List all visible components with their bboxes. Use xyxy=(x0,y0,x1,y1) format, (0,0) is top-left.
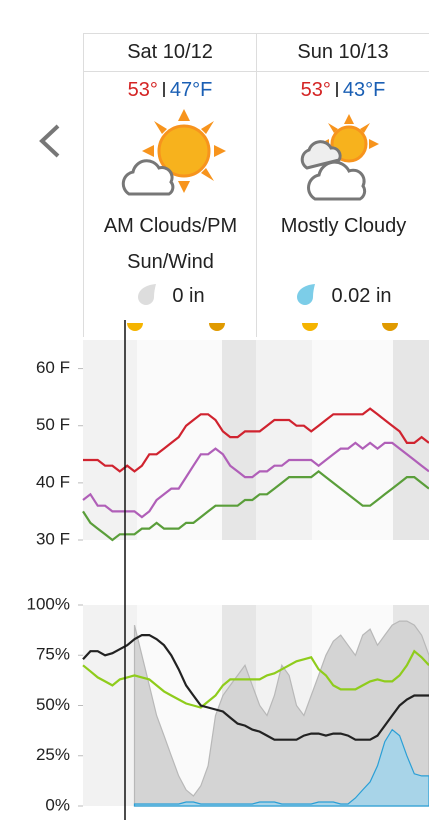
precip: 0 in xyxy=(84,283,257,308)
precip-amount: 0.02 in xyxy=(331,285,392,307)
y-tick-label: 0% xyxy=(45,795,70,814)
y-tick-label: 30 F xyxy=(36,529,70,548)
day-date: Sun 10/13 xyxy=(257,33,429,72)
day-temps: 53° 47°F xyxy=(84,72,256,108)
line xyxy=(82,470,429,542)
drop-icon xyxy=(138,284,157,305)
day-temps: 53° 43°F xyxy=(257,72,429,108)
bands-1 xyxy=(83,340,429,540)
line xyxy=(82,441,429,519)
line xyxy=(83,407,429,473)
low: 43°F xyxy=(342,79,386,101)
high: 53° xyxy=(127,79,158,101)
condition: Mostly Cloudy xyxy=(280,215,407,237)
line xyxy=(82,634,429,741)
y-tick-label: 50% xyxy=(36,695,70,714)
y-tick-label: 100% xyxy=(27,594,70,613)
sun-cloud-icon xyxy=(121,109,226,196)
area xyxy=(133,620,429,807)
high: 53° xyxy=(300,79,331,101)
cloud-icon xyxy=(300,114,379,201)
y-tick-label: 50 F xyxy=(36,415,70,434)
drop-icon xyxy=(297,284,316,305)
condition: AM Clouds/PM Sun/Wind xyxy=(103,215,238,273)
sun-markers xyxy=(127,323,398,331)
y-tick-label: 75% xyxy=(36,645,70,664)
low: 47°F xyxy=(169,79,213,101)
day-card: Sat 10/12 53° 47°F AM Clouds/PM Sun/Wind … xyxy=(83,33,256,337)
y-tick-label: 25% xyxy=(36,745,70,764)
y-tick-label: 60 F xyxy=(36,358,70,377)
line xyxy=(82,649,429,709)
area xyxy=(133,728,429,807)
day-date: Sat 10/12 xyxy=(84,33,256,72)
day-card: Sun 10/13 53° 43°F Mostly Cloudy 0.02 in xyxy=(256,33,429,337)
y-tick-label: 40 F xyxy=(36,472,70,491)
prev-arrow[interactable] xyxy=(39,124,60,158)
precip: 0.02 in xyxy=(257,283,429,308)
precip-amount: 0 in xyxy=(172,285,205,307)
